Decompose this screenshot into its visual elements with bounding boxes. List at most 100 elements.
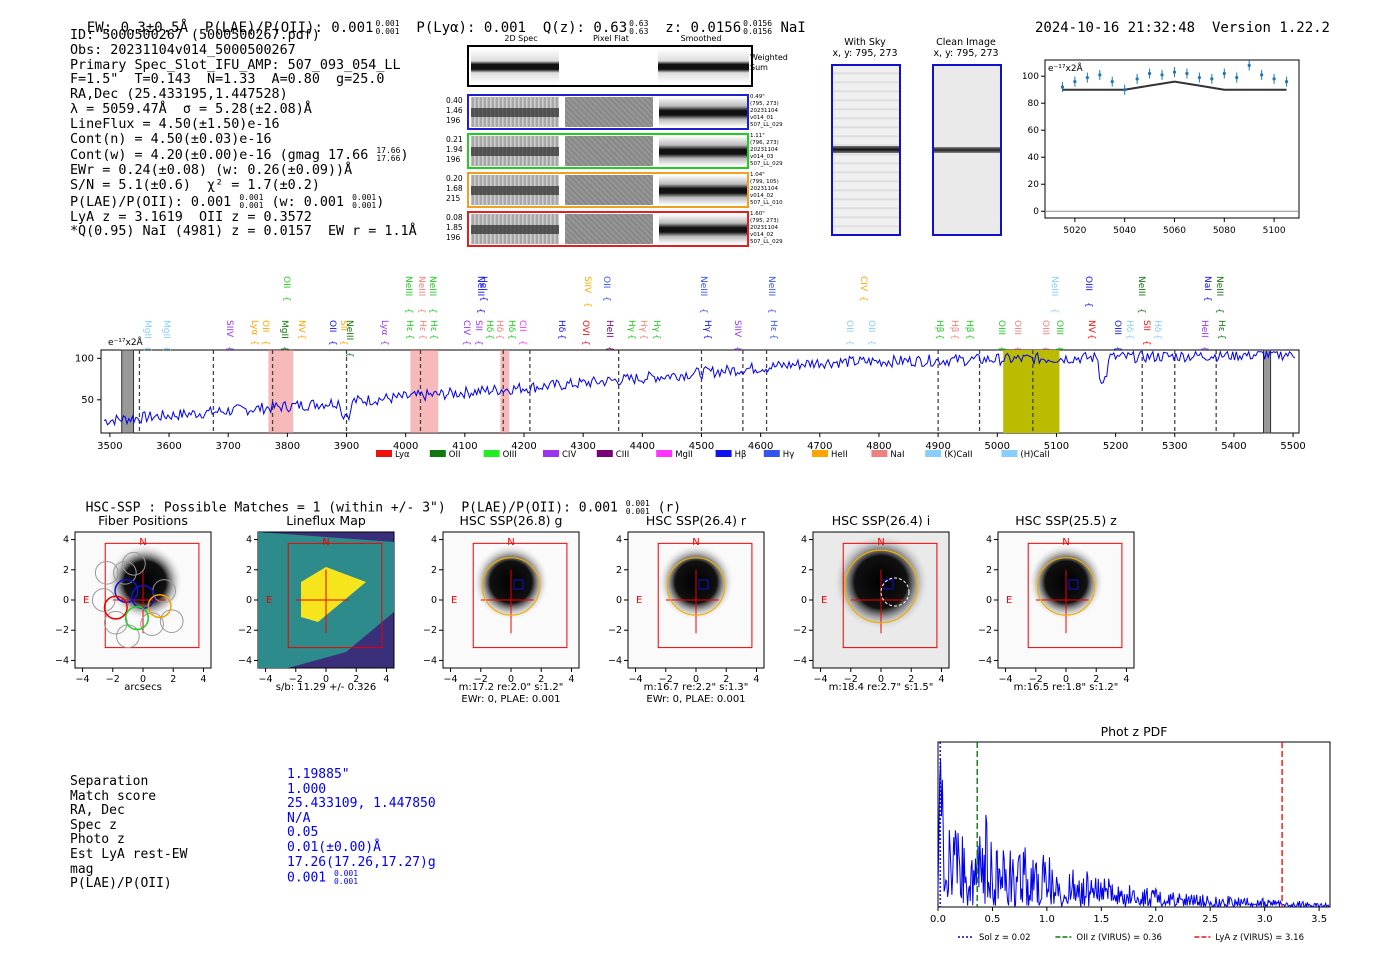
- photz-title: Phot z PDF: [1100, 724, 1168, 739]
- spectrum-line-label: OII {: [601, 276, 611, 302]
- with-sky-image[interactable]: [831, 64, 901, 236]
- image-panel[interactable]: N E −4 −2 0 2 4 4 2 0 −2 −4: [785, 527, 961, 703]
- spectrum-legend-label: Lyα: [395, 450, 410, 460]
- match-label: P(LAE)/P(OII): [70, 876, 172, 892]
- east-label: E: [266, 595, 272, 606]
- image-panel[interactable]: N E −4 −2 0 2 4 4 2 0 −2 −4: [415, 527, 591, 703]
- hsc-heading-tail: (r): [657, 500, 682, 516]
- spectrum-line-label-text: Lyα: [379, 320, 389, 336]
- zoom-data-point: [1260, 73, 1264, 77]
- cutout-stat: 1.68: [446, 184, 463, 193]
- cutout-meta: 507_LL_029: [750, 161, 783, 167]
- spectrum-line-label-brace: {: [224, 346, 234, 352]
- zoom-xtick-label: 5040: [1113, 226, 1136, 236]
- spectrum-line-label-text: OIII: [1012, 320, 1022, 335]
- cutout-row[interactable]: [467, 133, 749, 169]
- info-plae-w-close: ): [376, 194, 385, 210]
- info-q: *Q(0.95) NaI (4981) z = 0.0157 EW r = 1.…: [70, 224, 417, 240]
- spectrum-line-label-brace: {: [1040, 346, 1050, 352]
- image-panel-caption: m:16.7 re:2.2" s:1.3": [643, 682, 749, 693]
- photz-xtick-label: 3.0: [1257, 914, 1273, 925]
- info-plae-w-lo: 0.001: [352, 200, 377, 210]
- spectrum-line-label-brace: {: [1124, 334, 1134, 340]
- weighted-sum-cutout[interactable]: [467, 45, 753, 87]
- spectrum-line-label-text: Hγ: [638, 320, 648, 333]
- spectrum-xtick-label: 5000: [985, 441, 1010, 452]
- hsc-heading-hi: 0.001: [625, 499, 650, 508]
- aperture-box: [104, 542, 200, 649]
- spectrum-line-label-brace: {: [427, 308, 437, 314]
- cutout-meta: 20231104: [750, 186, 778, 192]
- spectrum-legend-swatch: [483, 450, 500, 457]
- spectrum-xtick-label: 5500: [1280, 441, 1305, 452]
- north-label: N: [692, 537, 699, 548]
- spectrum-line-label-text: Lyα: [249, 320, 259, 336]
- spectrum-line-label-brace: {: [417, 334, 427, 340]
- image-panel[interactable]: N E −4 −2 0 2 4 4 2 0 −2 −4: [47, 527, 223, 703]
- spectrum-xtick-label: 3800: [275, 441, 300, 452]
- cutout-row[interactable]: [467, 172, 749, 208]
- spectrum-xtick-label: 4000: [393, 441, 418, 452]
- spectrum-line-label: NV{: [296, 320, 306, 340]
- header-z-hi: 0.0156: [743, 19, 773, 28]
- fiber-highlight: [147, 593, 172, 619]
- east-label: E: [83, 595, 89, 606]
- cutout-stat: 0.20: [446, 174, 463, 183]
- zoom-xtick-label: 5060: [1163, 226, 1186, 236]
- image-panel[interactable]: N E −4 −2 0 2 4 4 2 0 −2 −4: [970, 527, 1146, 703]
- clean-image-trace: [934, 147, 1000, 153]
- spectrum-line-label: CIV {: [461, 320, 471, 346]
- spectrum-line-label-brace: {: [1049, 308, 1059, 314]
- spectrum-line-label-brace: {: [582, 302, 592, 308]
- spectrum-line-label-text: CIV: [858, 276, 868, 292]
- image-panel-caption: m:17.2 re:2.0" s:1.2": [458, 682, 564, 693]
- panel-xtick-label: −4: [814, 674, 828, 685]
- spectrum-line-label-brace: {: [517, 340, 527, 346]
- cutout-pixelflat: [565, 214, 653, 244]
- photz-xtick-label: 2.0: [1148, 914, 1164, 925]
- spectrum-line-label-brace: {: [142, 346, 152, 352]
- cutout-panel: 2D Spec Pixel Flat Smoothed Weighted Sum…: [446, 34, 790, 259]
- clean-image[interactable]: [932, 64, 1002, 236]
- info-line: Cont(n) = 4.50(±0.03)e-16: [70, 131, 272, 147]
- spectrum-line-label-brace: {: [638, 334, 648, 340]
- spectrum-legend-label: Hβ: [735, 450, 747, 460]
- aperture-box: [287, 542, 383, 649]
- fiber-outline: [159, 609, 184, 633]
- zoom-unit-label: e⁻¹⁷x2Å: [1048, 62, 1084, 74]
- cutout-row[interactable]: [467, 211, 749, 247]
- image-panel-caption: m:16.5 re:1.8" s:1.2": [1013, 682, 1119, 693]
- match-label: RA, Dec: [70, 803, 125, 819]
- spectrum-line-label-text: HeI: [478, 276, 488, 291]
- cutout-2dspec-trace: [471, 186, 559, 195]
- image-panel[interactable]: N E −4 −2 0 2 4 4 2 0 −2 −4: [600, 527, 776, 703]
- spectrum-line-label-brace: {: [1083, 302, 1093, 308]
- info-lya: LyA z = 3.1619 OII z = 0.3572: [70, 209, 312, 225]
- spectrum-line-label: CII {: [517, 320, 527, 346]
- cutout-row[interactable]: [467, 94, 749, 130]
- spectrum-line-label-brace: {: [344, 352, 354, 358]
- photz-pdf-chart: 0.0 0.5 1.0 1.5 2.0 2.5 3.0 3.5 Sol z = 0.02 OII …: [930, 741, 1331, 943]
- spectrum-line-label-brace: {: [249, 340, 259, 346]
- fiber-marker: [1068, 579, 1079, 590]
- match-value: N/A: [287, 810, 311, 826]
- panel-xtick-label: 4: [200, 674, 206, 685]
- image-panel[interactable]: N E −4 −2 0 2 4 4 2 0 −2 −4: [230, 527, 406, 703]
- cutout-2dspec-trace: [471, 108, 559, 117]
- spectrum-line-label-brace: {: [506, 334, 516, 340]
- spectrum-line-label: MgII {: [279, 320, 289, 352]
- spectrum-line-label-text: Hε: [428, 320, 438, 332]
- spectrum-line-label-text: Hε: [417, 320, 427, 332]
- panel-ytick-label: 2: [431, 565, 437, 576]
- photz-pdf-trace: [937, 759, 1330, 909]
- spectrum-legend-swatch: [715, 450, 732, 457]
- spectrum-line-label-text: Hε: [404, 320, 414, 332]
- spectrum-line-label-text: NV: [1086, 320, 1096, 334]
- spectrum-line-label: OII {: [844, 320, 854, 346]
- panel-xtick-label: 4: [383, 674, 389, 685]
- fiber-outline: [91, 588, 116, 612]
- spectrum-line-label-text: Hε: [768, 320, 778, 332]
- spectrum-line-label-text: OII: [327, 320, 337, 332]
- panel-ytick-label: −4: [978, 655, 992, 666]
- spectrum-line-label-brace: {: [768, 334, 778, 340]
